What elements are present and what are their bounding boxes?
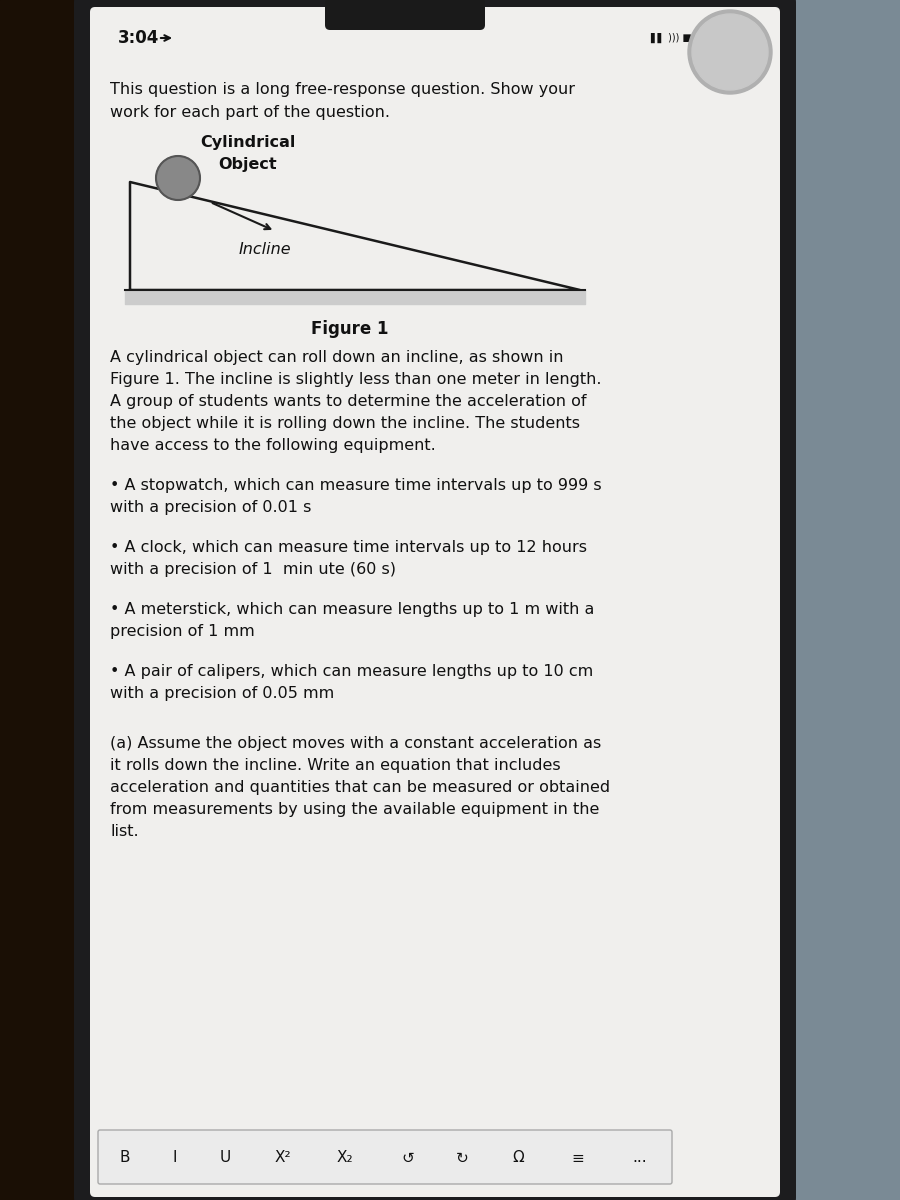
Text: Cylindrical: Cylindrical <box>201 134 296 150</box>
Text: Object: Object <box>219 157 277 172</box>
Text: X₂: X₂ <box>337 1151 354 1165</box>
FancyBboxPatch shape <box>74 0 796 1200</box>
Text: list.: list. <box>110 824 139 839</box>
Circle shape <box>692 14 768 90</box>
Circle shape <box>688 10 772 94</box>
Text: ▌▌ ))) ■: ▌▌ ))) ■ <box>650 32 692 43</box>
Text: with a precision of 0.01 s: with a precision of 0.01 s <box>110 500 311 515</box>
Text: ...: ... <box>633 1151 647 1165</box>
Text: ↺: ↺ <box>401 1151 414 1165</box>
Bar <box>0 0 80 1200</box>
Text: ≡: ≡ <box>572 1151 584 1165</box>
Text: have access to the following equipment.: have access to the following equipment. <box>110 438 436 452</box>
Text: 3:04: 3:04 <box>118 29 159 47</box>
Text: This question is a long free-response question. Show your: This question is a long free-response qu… <box>110 82 575 97</box>
Text: U: U <box>220 1151 230 1165</box>
FancyBboxPatch shape <box>90 7 780 1198</box>
Text: Figure 1. The incline is slightly less than one meter in length.: Figure 1. The incline is slightly less t… <box>110 372 601 386</box>
Text: ↻: ↻ <box>455 1151 468 1165</box>
Text: (a) Assume the object moves with a constant acceleration as: (a) Assume the object moves with a const… <box>110 736 601 751</box>
Text: X²: X² <box>274 1151 292 1165</box>
Text: Ω: Ω <box>512 1151 524 1165</box>
Text: acceleration and quantities that can be measured or obtained: acceleration and quantities that can be … <box>110 780 610 794</box>
Text: Incline: Incline <box>238 242 292 258</box>
Text: B: B <box>120 1151 130 1165</box>
FancyBboxPatch shape <box>325 0 485 30</box>
Bar <box>790 0 900 1200</box>
Text: from measurements by using the available equipment in the: from measurements by using the available… <box>110 802 599 817</box>
Text: • A clock, which can measure time intervals up to 12 hours: • A clock, which can measure time interv… <box>110 540 587 554</box>
Text: work for each part of the question.: work for each part of the question. <box>110 104 390 120</box>
Text: it rolls down the incline. Write an equation that includes: it rolls down the incline. Write an equa… <box>110 758 561 773</box>
Text: • A stopwatch, which can measure time intervals up to 999 s: • A stopwatch, which can measure time in… <box>110 478 601 493</box>
Text: • A pair of calipers, which can measure lengths up to 10 cm: • A pair of calipers, which can measure … <box>110 664 593 679</box>
Text: I: I <box>173 1151 177 1165</box>
Text: the object while it is rolling down the incline. The students: the object while it is rolling down the … <box>110 416 580 431</box>
Bar <box>80 0 790 1200</box>
Circle shape <box>156 156 200 200</box>
Text: with a precision of 1  min ute (60 s): with a precision of 1 min ute (60 s) <box>110 562 396 577</box>
Text: • A meterstick, which can measure lengths up to 1 m with a: • A meterstick, which can measure length… <box>110 602 594 617</box>
FancyBboxPatch shape <box>98 1130 672 1184</box>
Text: A group of students wants to determine the acceleration of: A group of students wants to determine t… <box>110 394 587 409</box>
Text: A cylindrical object can roll down an incline, as shown in: A cylindrical object can roll down an in… <box>110 350 563 365</box>
Text: with a precision of 0.05 mm: with a precision of 0.05 mm <box>110 686 334 701</box>
Text: Figure 1: Figure 1 <box>311 320 389 338</box>
Text: precision of 1 mm: precision of 1 mm <box>110 624 255 638</box>
